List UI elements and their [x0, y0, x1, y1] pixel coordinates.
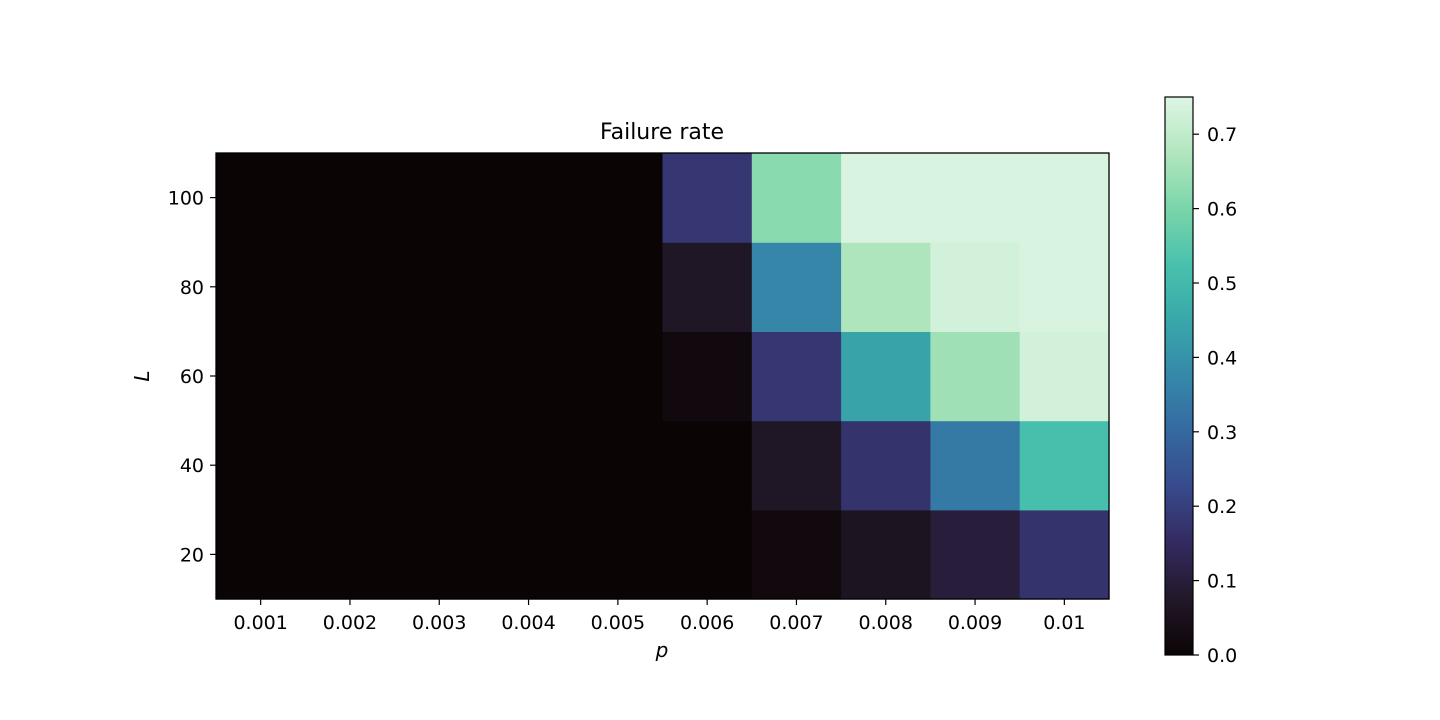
- colorbar-tick-label: 0.4: [1207, 347, 1237, 369]
- heatmap-cell: [216, 331, 306, 422]
- heatmap-cell: [305, 331, 396, 422]
- heatmap-cell: [483, 153, 574, 243]
- heatmap-cell: [662, 242, 753, 332]
- colorbar-tick-label: 0.2: [1207, 496, 1237, 518]
- heatmap-cell: [1019, 420, 1110, 511]
- heatmap-cell: [305, 509, 396, 600]
- x-tick-label: 0.009: [948, 612, 1002, 634]
- x-axis-label: p: [655, 638, 669, 662]
- colorbar-gradient: [1164, 96, 1194, 656]
- colorbar-tick-label: 0.6: [1207, 199, 1237, 221]
- x-tick-label: 0.002: [323, 612, 377, 634]
- heatmap-cell: [305, 242, 396, 332]
- heatmap-cell: [305, 153, 396, 243]
- heatmap-cell: [305, 420, 396, 511]
- heatmap-cell: [841, 420, 931, 511]
- heatmap-cell: [483, 242, 574, 332]
- heatmap-cell: [394, 420, 485, 511]
- heatmap-cell: [573, 509, 664, 600]
- colorbar-tick-label: 0.1: [1207, 571, 1237, 593]
- heatmap-cell: [751, 242, 842, 332]
- heatmap-cell: [841, 331, 931, 422]
- colorbar: 0.0 0.1 0.2 0.3 0.4 0.5 0.6 0.7: [1164, 96, 1237, 667]
- heatmap-cell: [216, 420, 306, 511]
- heatmap-cell: [930, 420, 1021, 511]
- y-axis-label: L: [130, 370, 154, 381]
- heatmap-cell: [216, 509, 306, 600]
- y-tick-label: 80: [180, 277, 204, 299]
- heatmap-cell: [930, 509, 1021, 600]
- colorbar-tick-label: 0.7: [1207, 124, 1237, 146]
- heatmap-cell: [394, 153, 485, 243]
- heatmap-cell: [662, 153, 753, 243]
- heatmap-cell: [751, 153, 842, 243]
- x-tick-label: 0.01: [1043, 612, 1085, 634]
- heatmap-cell: [930, 331, 1021, 422]
- heatmap-cell: [573, 153, 664, 243]
- y-tick-label: 20: [180, 544, 204, 566]
- heatmap-cell: [662, 420, 753, 511]
- heatmap-cell: [751, 331, 842, 422]
- heatmap-cell: [216, 242, 306, 332]
- heatmap-cell: [930, 153, 1021, 243]
- heatmap-cell: [394, 331, 485, 422]
- heatmap-cell: [662, 509, 753, 600]
- heatmap-cell: [483, 331, 574, 422]
- heatmap-cell: [573, 331, 664, 422]
- heatmap-cell: [1019, 331, 1110, 422]
- heatmap-cell: [573, 242, 664, 332]
- x-tick-label: 0.003: [412, 612, 466, 634]
- heatmap-cell: [751, 509, 842, 600]
- colorbar-tick-label: 0.5: [1207, 273, 1237, 295]
- heatmap-cell: [1019, 153, 1110, 243]
- heatmap-cell: [1019, 242, 1110, 332]
- x-tick-label: 0.007: [769, 612, 823, 634]
- heatmap-cell: [930, 242, 1021, 332]
- y-tick-label: 100: [168, 188, 204, 210]
- heatmap-cell: [483, 509, 574, 600]
- heatmap-cell: [841, 242, 931, 332]
- x-tick-label: 0.004: [501, 612, 555, 634]
- colorbar-tick-label: 0.0: [1207, 645, 1237, 667]
- heatmap-cell: [216, 153, 306, 243]
- heatmap-cell: [573, 420, 664, 511]
- plot-area: 0.001 0.002 0.003 0.004 0.005 0.006 0.007 0.008…: [168, 152, 1110, 634]
- heatmap-cell: [483, 420, 574, 511]
- heatmap-cell: [394, 509, 485, 600]
- heatmap-cell: [662, 331, 753, 422]
- chart-title: Failure rate: [600, 120, 724, 145]
- x-tick-label: 0.001: [233, 612, 287, 634]
- colorbar-tick-label: 0.3: [1207, 422, 1237, 444]
- y-tick-label: 40: [180, 455, 204, 477]
- y-tick-label: 60: [180, 366, 204, 388]
- x-tick-label: 0.006: [680, 612, 734, 634]
- heatmap-cell: [394, 242, 485, 332]
- x-tick-label: 0.005: [591, 612, 645, 634]
- heatmap-cell: [841, 153, 931, 243]
- heatmap-cell: [751, 420, 842, 511]
- x-tick-label: 0.008: [859, 612, 913, 634]
- heatmap-cell: [841, 509, 931, 600]
- heatmap-cell: [1019, 509, 1110, 600]
